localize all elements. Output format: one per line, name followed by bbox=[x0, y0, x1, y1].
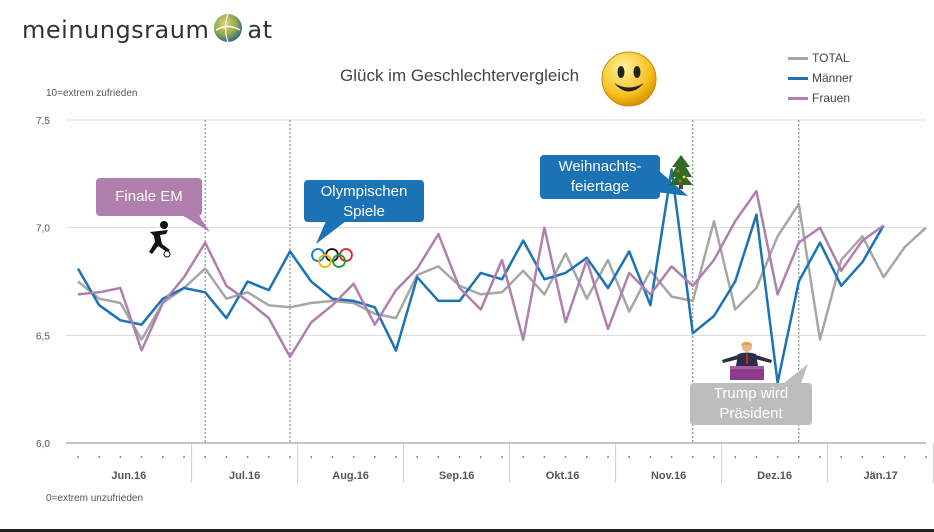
legend-item-total: TOTAL bbox=[788, 48, 853, 68]
y-tick-label: 6,0 bbox=[36, 439, 50, 450]
x-tick-dot bbox=[861, 456, 864, 458]
annotation-line: Spiele bbox=[343, 203, 385, 220]
brand-suffix: at bbox=[247, 16, 273, 44]
x-tick-dot bbox=[479, 456, 482, 458]
x-tick-dot bbox=[331, 456, 334, 458]
x-tick-dot bbox=[437, 456, 440, 458]
x-tick-dot bbox=[225, 456, 228, 458]
brand-name: meinungsraum bbox=[22, 16, 210, 44]
x-tick-dot bbox=[819, 456, 821, 458]
brand-logo: meinungsraum at bbox=[22, 10, 272, 50]
y-tick-label: 6,5 bbox=[36, 331, 50, 342]
legend-label: TOTAL bbox=[812, 51, 850, 65]
x-tick-dot bbox=[607, 456, 609, 458]
x-tick-dot bbox=[925, 456, 927, 458]
x-tick-dot bbox=[458, 456, 461, 458]
bottom-rule bbox=[0, 529, 934, 532]
scale-note-top: 10=extrem zufrieden bbox=[46, 88, 138, 99]
series-line-total bbox=[77, 202, 927, 341]
annotation-trump: Trump wird Präsident bbox=[690, 383, 812, 425]
x-tick-dot bbox=[246, 456, 249, 458]
legend-swatch bbox=[788, 76, 808, 80]
x-tick-label: Dez.16 bbox=[757, 470, 792, 482]
x-tick-dot bbox=[522, 456, 525, 458]
legend-item-maenner: Männer bbox=[788, 68, 853, 88]
legend-label: Frauen bbox=[812, 91, 851, 105]
x-tick-label: Nov.16 bbox=[651, 470, 686, 482]
legend-label: Männer bbox=[812, 71, 853, 85]
x-tick-dot bbox=[543, 456, 546, 458]
x-tick-dot bbox=[267, 456, 270, 458]
chart-title: Glück im Geschlechtervergleich bbox=[340, 66, 580, 85]
y-tick-label: 7,5 bbox=[36, 116, 50, 127]
x-tick-dot bbox=[183, 456, 185, 458]
x-tick-dot bbox=[670, 456, 673, 458]
series-line-maenner bbox=[76, 168, 885, 384]
x-tick-label: Jul.16 bbox=[229, 470, 260, 482]
callout-pointer bbox=[180, 214, 210, 232]
y-tick-label: 7,0 bbox=[36, 224, 50, 235]
x-tick-dot bbox=[352, 456, 355, 458]
annotation-olympia: Olympischen Spiele bbox=[304, 180, 424, 222]
series-line-frauen bbox=[77, 189, 885, 359]
x-tick-dot bbox=[882, 456, 885, 458]
christmas-tree-icon bbox=[668, 153, 694, 194]
olympic-rings-icon bbox=[310, 247, 354, 274]
x-tick-dot bbox=[776, 456, 779, 458]
smiley-icon bbox=[600, 50, 658, 113]
x-tick-dot bbox=[903, 456, 906, 458]
annotation-weihnachten: Weihnachts- feiertage bbox=[540, 155, 660, 199]
soccer-player-icon bbox=[144, 220, 176, 263]
x-tick-dot bbox=[713, 456, 715, 458]
trump-podium-icon bbox=[718, 340, 776, 387]
x-tick-dot bbox=[119, 456, 122, 458]
x-tick-dot bbox=[755, 456, 758, 458]
x-tick-dot bbox=[140, 456, 143, 458]
annotation-line: Präsident bbox=[719, 405, 783, 422]
x-tick-dot bbox=[289, 456, 291, 458]
legend-swatch bbox=[788, 56, 808, 60]
x-tick-dot bbox=[98, 456, 101, 458]
x-tick-label: Sep.16 bbox=[439, 470, 474, 482]
scale-note-bottom: 0=extrem unzufrieden bbox=[46, 493, 144, 504]
x-tick-dot bbox=[310, 456, 313, 458]
x-tick-dot bbox=[628, 456, 631, 458]
x-tick-dot bbox=[501, 456, 503, 458]
x-tick-dot bbox=[585, 456, 588, 458]
annotation-line: Weihnachts- bbox=[558, 158, 642, 175]
x-tick-dot bbox=[691, 456, 694, 458]
x-tick-label: Okt.16 bbox=[546, 470, 580, 482]
x-tick-dot bbox=[161, 456, 164, 458]
legend-swatch bbox=[788, 96, 808, 100]
x-tick-dot bbox=[840, 456, 843, 458]
annotation-line: Olympischen bbox=[320, 183, 408, 200]
x-tick-label: Aug.16 bbox=[332, 470, 369, 482]
x-tick-dot bbox=[77, 456, 79, 458]
chart-legend: TOTAL Männer Frauen bbox=[788, 48, 853, 108]
annotation-finale-em: Finale EM bbox=[96, 178, 202, 216]
x-tick-dot bbox=[797, 456, 800, 458]
x-tick-dot bbox=[649, 456, 652, 458]
x-tick-dot bbox=[204, 456, 207, 458]
annotation-line: feiertage bbox=[570, 178, 630, 195]
callout-pointer bbox=[316, 221, 346, 244]
annotation-line: Trump wird bbox=[713, 385, 789, 402]
x-tick-dot bbox=[416, 456, 419, 458]
x-tick-dot bbox=[564, 456, 567, 458]
callout-pointer bbox=[780, 364, 808, 386]
x-tick-label: Jun.16 bbox=[111, 470, 146, 482]
x-tick-dot bbox=[395, 456, 397, 458]
globe-icon bbox=[213, 13, 243, 48]
legend-item-frauen: Frauen bbox=[788, 88, 853, 108]
x-tick-dot bbox=[734, 456, 737, 458]
x-tick-dot bbox=[373, 456, 376, 458]
x-tick-label: Jän.17 bbox=[863, 470, 897, 482]
